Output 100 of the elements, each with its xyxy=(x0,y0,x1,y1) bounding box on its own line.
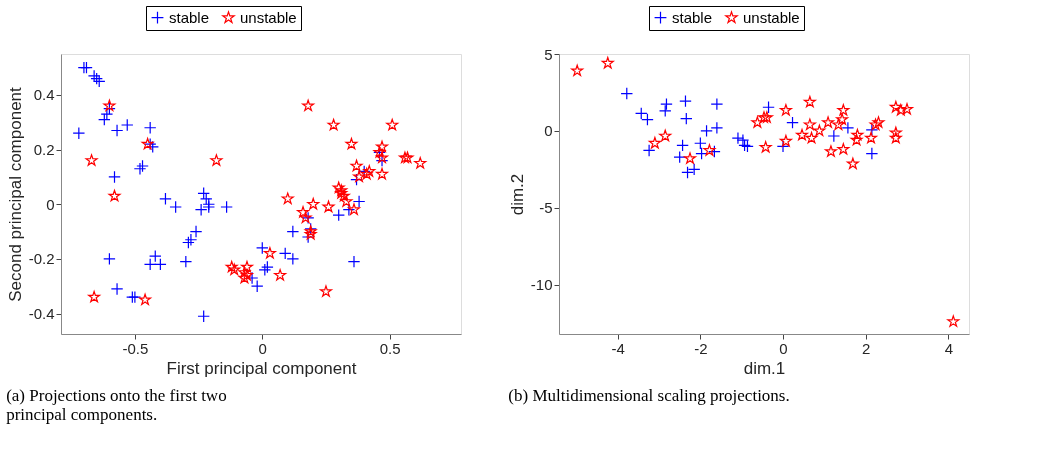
point xyxy=(347,203,361,215)
point xyxy=(679,94,692,108)
point xyxy=(751,116,764,128)
point xyxy=(824,145,837,157)
point xyxy=(345,137,358,150)
point xyxy=(376,167,389,180)
point xyxy=(240,260,254,273)
point xyxy=(841,121,855,135)
point xyxy=(687,163,701,176)
point xyxy=(85,154,98,166)
point xyxy=(803,118,816,130)
point xyxy=(332,208,346,222)
point xyxy=(210,154,223,166)
point xyxy=(851,128,864,141)
point xyxy=(143,258,157,271)
point xyxy=(865,147,879,160)
point xyxy=(779,104,792,116)
point xyxy=(684,152,697,164)
point xyxy=(197,309,210,323)
point xyxy=(642,144,656,157)
point xyxy=(376,140,389,153)
x-axis-title: dim.1 xyxy=(743,358,786,378)
x-tick-label: 0 xyxy=(779,339,788,357)
point xyxy=(263,247,276,259)
point xyxy=(889,131,902,144)
point xyxy=(352,195,366,208)
point xyxy=(846,157,859,170)
point xyxy=(776,140,790,153)
x-tick-label: -2 xyxy=(694,339,708,357)
point xyxy=(110,282,124,296)
point xyxy=(796,128,809,141)
point xyxy=(414,156,427,169)
point xyxy=(620,87,634,100)
point xyxy=(88,290,101,303)
point xyxy=(695,147,708,160)
legend-label: unstable xyxy=(743,8,800,26)
point xyxy=(694,136,707,150)
x-axis-title: First principal component xyxy=(166,358,357,378)
point xyxy=(220,200,233,214)
point xyxy=(108,189,121,202)
text: (a) Projections onto the first two principal components. xyxy=(6,386,227,424)
point xyxy=(700,124,713,138)
x-tick-label: -4 xyxy=(611,339,625,357)
legend-label: stable xyxy=(672,8,713,26)
point xyxy=(143,121,157,135)
point xyxy=(189,225,203,238)
point xyxy=(194,203,208,217)
point xyxy=(786,116,799,129)
point xyxy=(281,192,294,204)
point xyxy=(72,126,86,140)
point xyxy=(850,133,863,146)
point xyxy=(297,206,310,218)
point xyxy=(159,192,172,206)
point xyxy=(710,121,724,135)
point xyxy=(779,134,792,147)
point xyxy=(179,255,193,268)
point xyxy=(865,123,879,137)
point xyxy=(342,203,356,217)
point xyxy=(762,100,775,114)
point xyxy=(307,197,320,210)
point xyxy=(255,241,269,255)
point xyxy=(302,99,315,112)
y-tick-label: 0.2 xyxy=(33,141,55,159)
y-tick-label: 0 xyxy=(544,122,553,140)
point xyxy=(805,131,818,144)
point xyxy=(803,95,816,108)
point xyxy=(648,136,661,149)
y-tick-label: -5 xyxy=(539,199,553,217)
point xyxy=(673,150,686,164)
y-axis-title: Second principal component xyxy=(5,86,25,302)
x-tick-label: 0 xyxy=(258,339,267,357)
point xyxy=(865,131,878,144)
point xyxy=(139,293,152,306)
x-tick-label: 2 xyxy=(862,339,871,357)
x-tick-label: -0.5 xyxy=(122,339,149,357)
point xyxy=(708,145,721,158)
point xyxy=(703,144,716,156)
text: (b) Multidimensional scaling projections. xyxy=(508,386,790,405)
point xyxy=(169,200,182,214)
point xyxy=(660,97,673,111)
point xyxy=(822,116,835,128)
point xyxy=(900,103,914,115)
point xyxy=(658,104,672,118)
point xyxy=(340,195,353,207)
point xyxy=(120,118,134,132)
point xyxy=(108,170,121,184)
x-tick-label: 4 xyxy=(944,339,954,357)
y-axis-title: dim.2 xyxy=(507,173,527,216)
point xyxy=(601,56,614,69)
x-tick-label: 0.5 xyxy=(379,339,401,357)
point xyxy=(571,64,584,77)
point xyxy=(889,126,902,139)
y-tick-label: -0.2 xyxy=(28,250,55,268)
point xyxy=(889,100,902,113)
legend-label: unstable xyxy=(240,8,297,26)
y-tick-label: 0.4 xyxy=(33,86,55,104)
point xyxy=(836,113,849,125)
point xyxy=(319,285,332,297)
point xyxy=(386,118,399,131)
y-tick-label: -10 xyxy=(530,276,553,294)
